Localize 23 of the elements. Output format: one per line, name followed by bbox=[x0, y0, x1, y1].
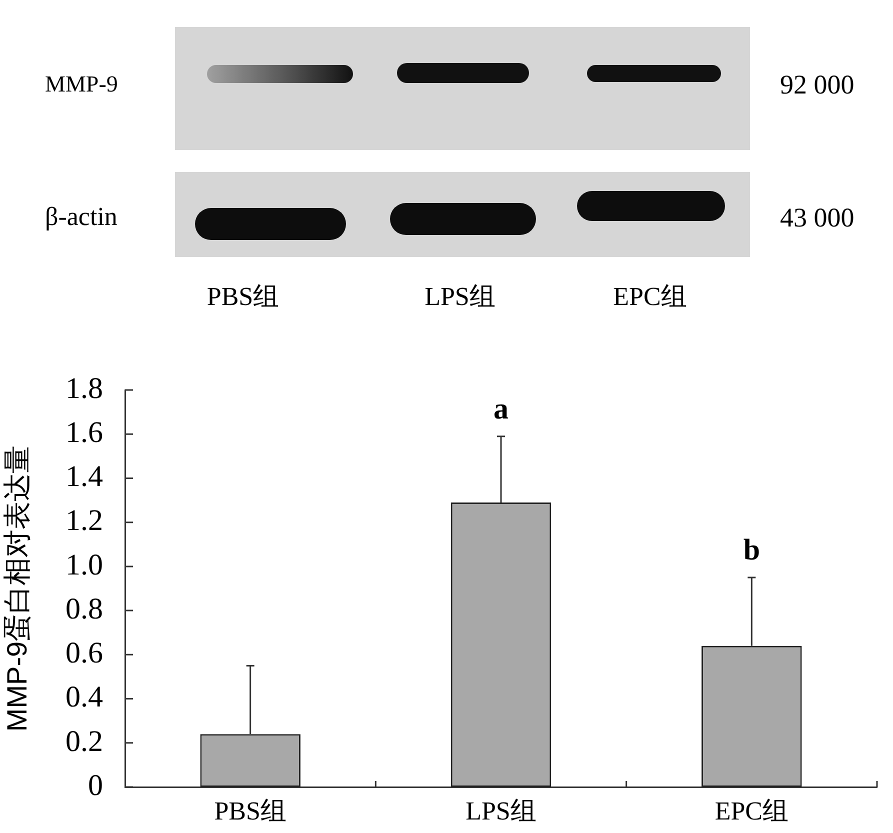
y-tick-label: 0.2 bbox=[66, 724, 103, 758]
category-label: MMP-9 bbox=[45, 72, 118, 96]
y-tick-label: 1.6 bbox=[66, 416, 103, 449]
category-label: 43 000 bbox=[780, 202, 854, 232]
y-tick-label: 0 bbox=[88, 768, 103, 802]
annotation: b bbox=[743, 533, 760, 566]
y-tick-label: 0.4 bbox=[66, 680, 103, 714]
y-tick-label: 1.0 bbox=[66, 548, 103, 582]
x-tick-label: PBS组 bbox=[214, 796, 286, 826]
y-axis-title: MMP-9蛋白相对表达量 bbox=[2, 445, 33, 732]
y-tick-label: 1.2 bbox=[66, 504, 103, 538]
y-tick-label: 0.6 bbox=[66, 636, 103, 670]
x-tick-label: EPC组 bbox=[714, 796, 789, 826]
category-label: 92 000 bbox=[780, 70, 854, 100]
y-tick-label: 1.8 bbox=[66, 372, 103, 405]
y-tick-label: 1.4 bbox=[66, 460, 103, 494]
category-label: EPC组 bbox=[613, 282, 687, 311]
annotation: a bbox=[494, 392, 508, 426]
x-tick-label: LPS组 bbox=[466, 796, 536, 826]
y-tick-label: 0.8 bbox=[66, 592, 103, 626]
category-label: LPS组 bbox=[424, 282, 496, 311]
category-label: PBS组 bbox=[206, 282, 280, 311]
category-label: β-actin bbox=[45, 202, 118, 231]
